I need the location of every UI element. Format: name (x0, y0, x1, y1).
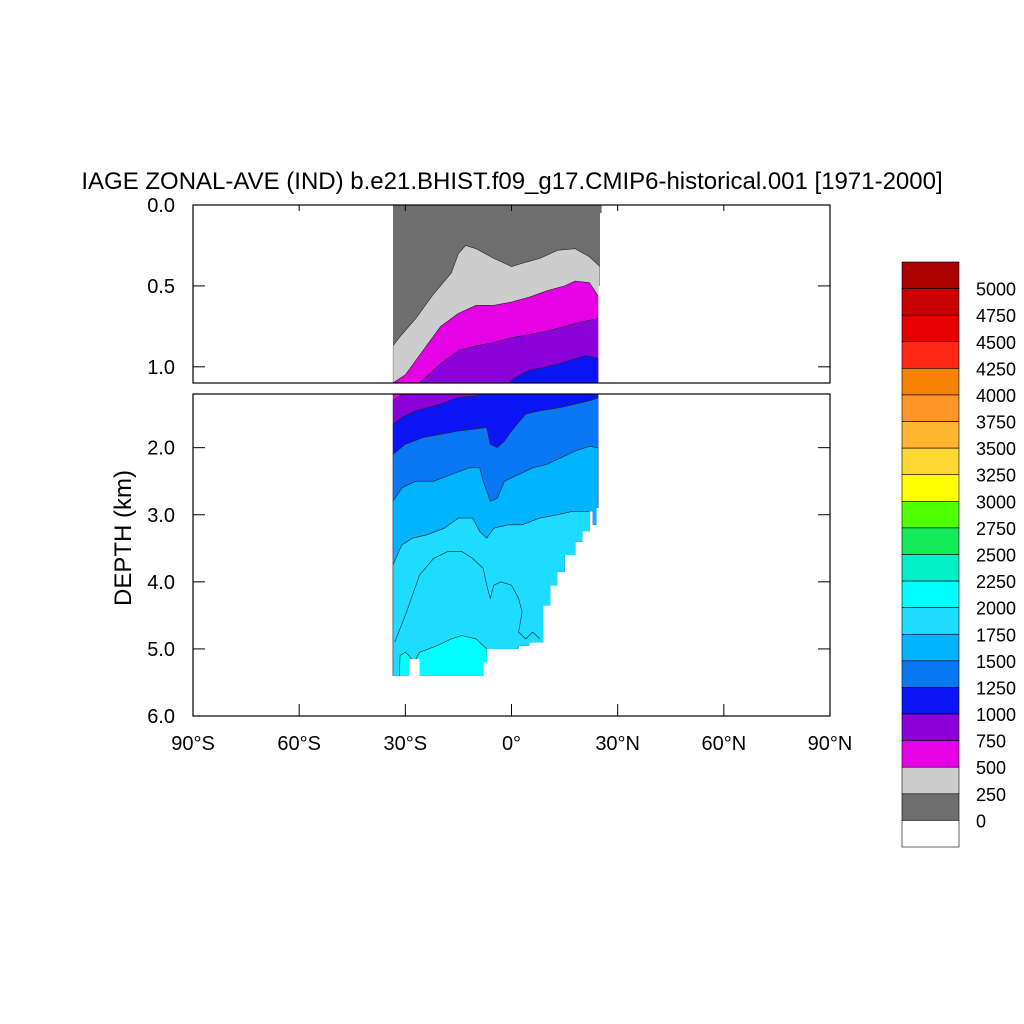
x-tick-label-3: 0° (502, 733, 521, 755)
contour-band-2 (392, 280, 601, 383)
colorbar-label-2: 500 (976, 758, 1006, 778)
y-tick-label-4: 3.0 (147, 505, 175, 527)
colorbar-label-20: 5000 (976, 280, 1016, 300)
colorbar-swatch-2 (901, 766, 960, 795)
colorbar-label-7: 1750 (976, 625, 1016, 645)
colorbar: 0 250 500 750 1000 1250 1500 1750 2000 2250 2500 27… (901, 261, 1016, 848)
colorbar-swatch-6 (901, 660, 960, 688)
contour-line-inner (394, 551, 541, 643)
colorbar-swatch-7 (901, 633, 960, 662)
colorbar-swatch-17 (901, 368, 960, 396)
colorbar-swatch-4 (901, 713, 960, 741)
contour-band-7 (392, 511, 590, 676)
y-tick-label-1: 0.5 (147, 276, 175, 298)
colorbar-label-0: 0 (976, 811, 986, 831)
contour-band-3 (392, 317, 601, 383)
colorbar-swatch-18 (901, 341, 960, 369)
colorbar-swatch-12 (901, 501, 960, 529)
colorbar-label-11: 2750 (976, 519, 1016, 539)
colorbar-label-13: 3250 (976, 466, 1016, 486)
colorbar-label-1: 250 (976, 785, 1006, 805)
colorbar-label-15: 3750 (976, 413, 1016, 433)
colorbar-swatch-14 (901, 447, 960, 476)
y-tick-label-3: 2.0 (147, 438, 175, 460)
y-tick-label-0: 0.0 (147, 195, 175, 217)
y-tick-label-2: 1.0 (147, 357, 175, 379)
colorbar-label-5: 1250 (976, 678, 1016, 698)
colorbar-label-10: 2500 (976, 546, 1016, 566)
colorbar-swatch-5 (901, 687, 960, 715)
x-tick-label-5: 60°N (701, 733, 746, 755)
y-tick-label-5: 4.0 (147, 572, 175, 594)
colorbar-label-14: 3500 (976, 439, 1016, 459)
colorbar-label-17: 4250 (976, 359, 1016, 379)
y-axis-label: DEPTH (km) (110, 470, 137, 606)
x-tick-label-2: 30°S (384, 733, 428, 755)
x-tick-label-6: 90°N (808, 733, 853, 755)
colorbar-label-3: 750 (976, 732, 1006, 752)
colorbar-swatch-1 (901, 793, 960, 821)
colorbar-swatch-15 (901, 421, 960, 449)
colorbar-swatch-21 (901, 261, 960, 289)
colorbar-swatch-10 (901, 554, 960, 582)
chart-title: IAGE ZONAL-AVE (IND) b.e21.BHIST.f09_g17… (81, 168, 942, 195)
colorbar-label-6: 1500 (976, 652, 1016, 672)
colorbar-swatch-19 (901, 314, 960, 343)
y-axis: 0.0 0.5 1.0 2.0 3.0 4.0 5.0 6.0 (147, 195, 830, 728)
x-tick-label-4: 30°N (595, 733, 640, 755)
contour-band-4 (392, 355, 601, 383)
colorbar-label-18: 4500 (976, 333, 1016, 353)
colorbar-label-8: 2000 (976, 599, 1016, 619)
colorbar-swatch-13 (901, 474, 960, 502)
y-tick-label-7: 6.0 (147, 706, 175, 728)
x-tick-label-0: 90°S (171, 733, 215, 755)
colorbar-swatch-11 (901, 527, 960, 555)
x-tick-label-1: 60°S (277, 733, 321, 755)
colorbar-swatch-9 (901, 580, 960, 608)
colorbar-label-9: 2250 (976, 572, 1016, 592)
colorbar-label-19: 4750 (976, 306, 1016, 326)
upper-panel-contours (392, 205, 602, 383)
colorbar-swatch-0 (901, 820, 960, 848)
colorbar-swatch-16 (901, 394, 960, 422)
colorbar-label-12: 3000 (976, 492, 1016, 512)
colorbar-swatch-20 (901, 288, 960, 316)
colorbar-label-4: 1000 (976, 705, 1016, 725)
colorbar-swatch-3 (901, 740, 960, 768)
colorbar-swatch-8 (901, 607, 960, 635)
colorbar-label-16: 4000 (976, 386, 1016, 406)
y-tick-label-6: 5.0 (147, 639, 175, 661)
x-axis: 90°S 60°S 30°S 0° 30°N 60°N 90°N (171, 205, 852, 755)
